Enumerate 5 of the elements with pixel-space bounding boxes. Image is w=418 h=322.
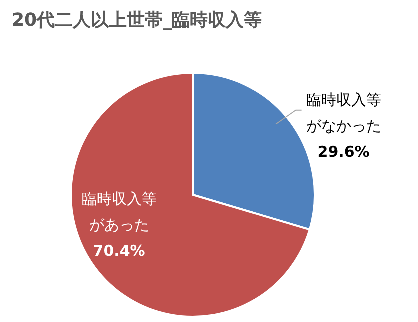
slice-label: 臨時収入等がなかった — [306, 91, 382, 136]
slice-label: 臨時収入等があった — [82, 190, 157, 234]
data-label: 29.6% — [318, 143, 370, 162]
data-label: 70.4% — [93, 242, 146, 260]
chart-title: 20代二人以上世帯_臨時収入等 — [12, 9, 262, 32]
